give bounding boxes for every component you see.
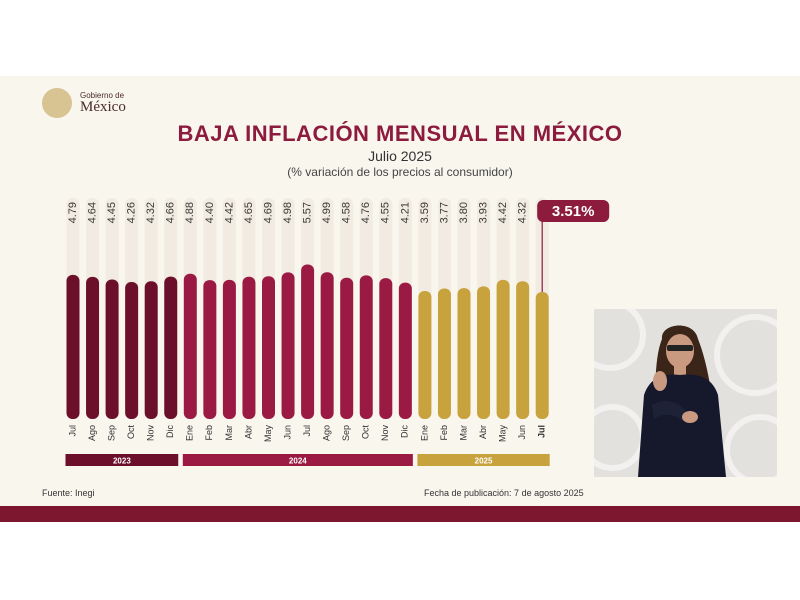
category-label: Abr xyxy=(478,425,488,439)
category-label: Ene xyxy=(419,425,429,441)
category-label: Jun xyxy=(282,425,292,440)
bar xyxy=(203,280,217,419)
category-label: Feb xyxy=(204,425,214,441)
bar xyxy=(398,282,412,419)
category-label: Jul xyxy=(302,425,312,437)
value-label: 4.55 xyxy=(380,202,392,223)
value-label: 4.32 xyxy=(145,202,157,223)
value-label: 4.79 xyxy=(67,202,79,223)
bar xyxy=(320,272,334,419)
bar xyxy=(66,274,80,419)
bar xyxy=(457,288,471,419)
source-note: Fuente: Inegi xyxy=(42,488,95,498)
bar xyxy=(125,282,139,419)
value-label: 4.66 xyxy=(165,202,177,223)
category-label: May xyxy=(497,425,507,443)
bar xyxy=(359,275,373,419)
chart-title: BAJA INFLACIÓN MENSUAL EN MÉXICO xyxy=(177,121,623,146)
bar xyxy=(477,286,491,419)
value-label: 4.99 xyxy=(321,202,333,223)
year-group-bar xyxy=(65,454,179,466)
bar xyxy=(379,278,393,419)
category-label: Nov xyxy=(146,425,156,442)
category-label: Sep xyxy=(341,425,351,441)
value-label: 4.45 xyxy=(106,202,118,223)
bar xyxy=(86,276,100,419)
value-label: 4.42 xyxy=(223,202,235,223)
category-label: Nov xyxy=(380,425,390,442)
value-label: 4.42 xyxy=(497,202,509,223)
category-label: Jul xyxy=(537,425,547,438)
bar xyxy=(105,279,119,419)
category-label: Feb xyxy=(439,425,449,441)
value-label: 4.26 xyxy=(126,202,138,223)
value-label: 4.69 xyxy=(262,202,274,223)
category-label: Oct xyxy=(361,425,371,440)
bar xyxy=(516,281,530,419)
bar xyxy=(418,290,432,419)
category-label: Dic xyxy=(165,425,175,438)
value-label: 4.32 xyxy=(517,202,529,223)
bar xyxy=(496,279,510,419)
bar xyxy=(164,276,178,419)
category-label: Ago xyxy=(87,425,97,441)
sign-language-interpreter-video xyxy=(594,309,777,477)
bar xyxy=(242,276,256,419)
bar xyxy=(301,264,315,419)
highlight-value-label: 3.51% xyxy=(552,203,595,220)
year-group-label: 2024 xyxy=(289,457,307,466)
interpreter-figure-icon xyxy=(638,325,726,477)
government-logo: Gobierno de México xyxy=(42,88,152,122)
logo-line1: Gobierno de xyxy=(80,91,125,100)
bar xyxy=(144,281,158,419)
year-group-bar xyxy=(182,454,413,466)
year-group-bar xyxy=(417,454,550,466)
bar xyxy=(281,272,295,419)
value-label: 4.58 xyxy=(341,202,353,223)
category-label: Sep xyxy=(106,425,116,441)
value-label: 4.40 xyxy=(204,202,216,223)
value-label: 4.88 xyxy=(184,202,196,223)
value-label: 4.65 xyxy=(243,202,255,223)
value-label: 3.93 xyxy=(477,202,489,223)
bottom-band xyxy=(0,506,800,522)
bar xyxy=(437,288,451,419)
bar xyxy=(340,277,354,419)
value-label: 3.80 xyxy=(458,202,470,223)
bar xyxy=(222,279,236,419)
value-label: 3.59 xyxy=(419,202,431,223)
category-label: Ago xyxy=(322,425,332,441)
year-group-label: 2025 xyxy=(475,457,493,466)
category-label: Abr xyxy=(243,425,253,439)
category-label: Dic xyxy=(400,425,410,438)
category-label: Ene xyxy=(185,425,195,441)
bar xyxy=(262,276,275,419)
bar xyxy=(535,292,549,419)
highlight-badge xyxy=(537,200,610,222)
value-label: 5.57 xyxy=(302,202,314,223)
bar xyxy=(183,273,197,419)
chart-note: (% variación de los precios al consumido… xyxy=(287,165,513,179)
category-label: May xyxy=(263,425,273,443)
value-label: 4.76 xyxy=(360,202,372,223)
category-label: Jun xyxy=(517,425,527,440)
eagle-seal-icon xyxy=(42,88,72,118)
value-label: 3.77 xyxy=(438,202,450,223)
value-label: 4.21 xyxy=(399,202,411,223)
category-label: Mar xyxy=(224,425,234,441)
category-label: Jul xyxy=(67,425,77,437)
year-group-label: 2023 xyxy=(113,457,131,466)
chart-subtitle: Julio 2025 xyxy=(368,148,432,164)
category-label: Mar xyxy=(458,425,468,441)
publication-date: Fecha de publicación: 7 de agosto 2025 xyxy=(424,488,584,498)
value-label: 4.98 xyxy=(282,202,294,223)
category-label: Oct xyxy=(126,425,136,440)
value-label: 4.64 xyxy=(86,202,98,223)
logo-line2: México xyxy=(80,99,126,115)
